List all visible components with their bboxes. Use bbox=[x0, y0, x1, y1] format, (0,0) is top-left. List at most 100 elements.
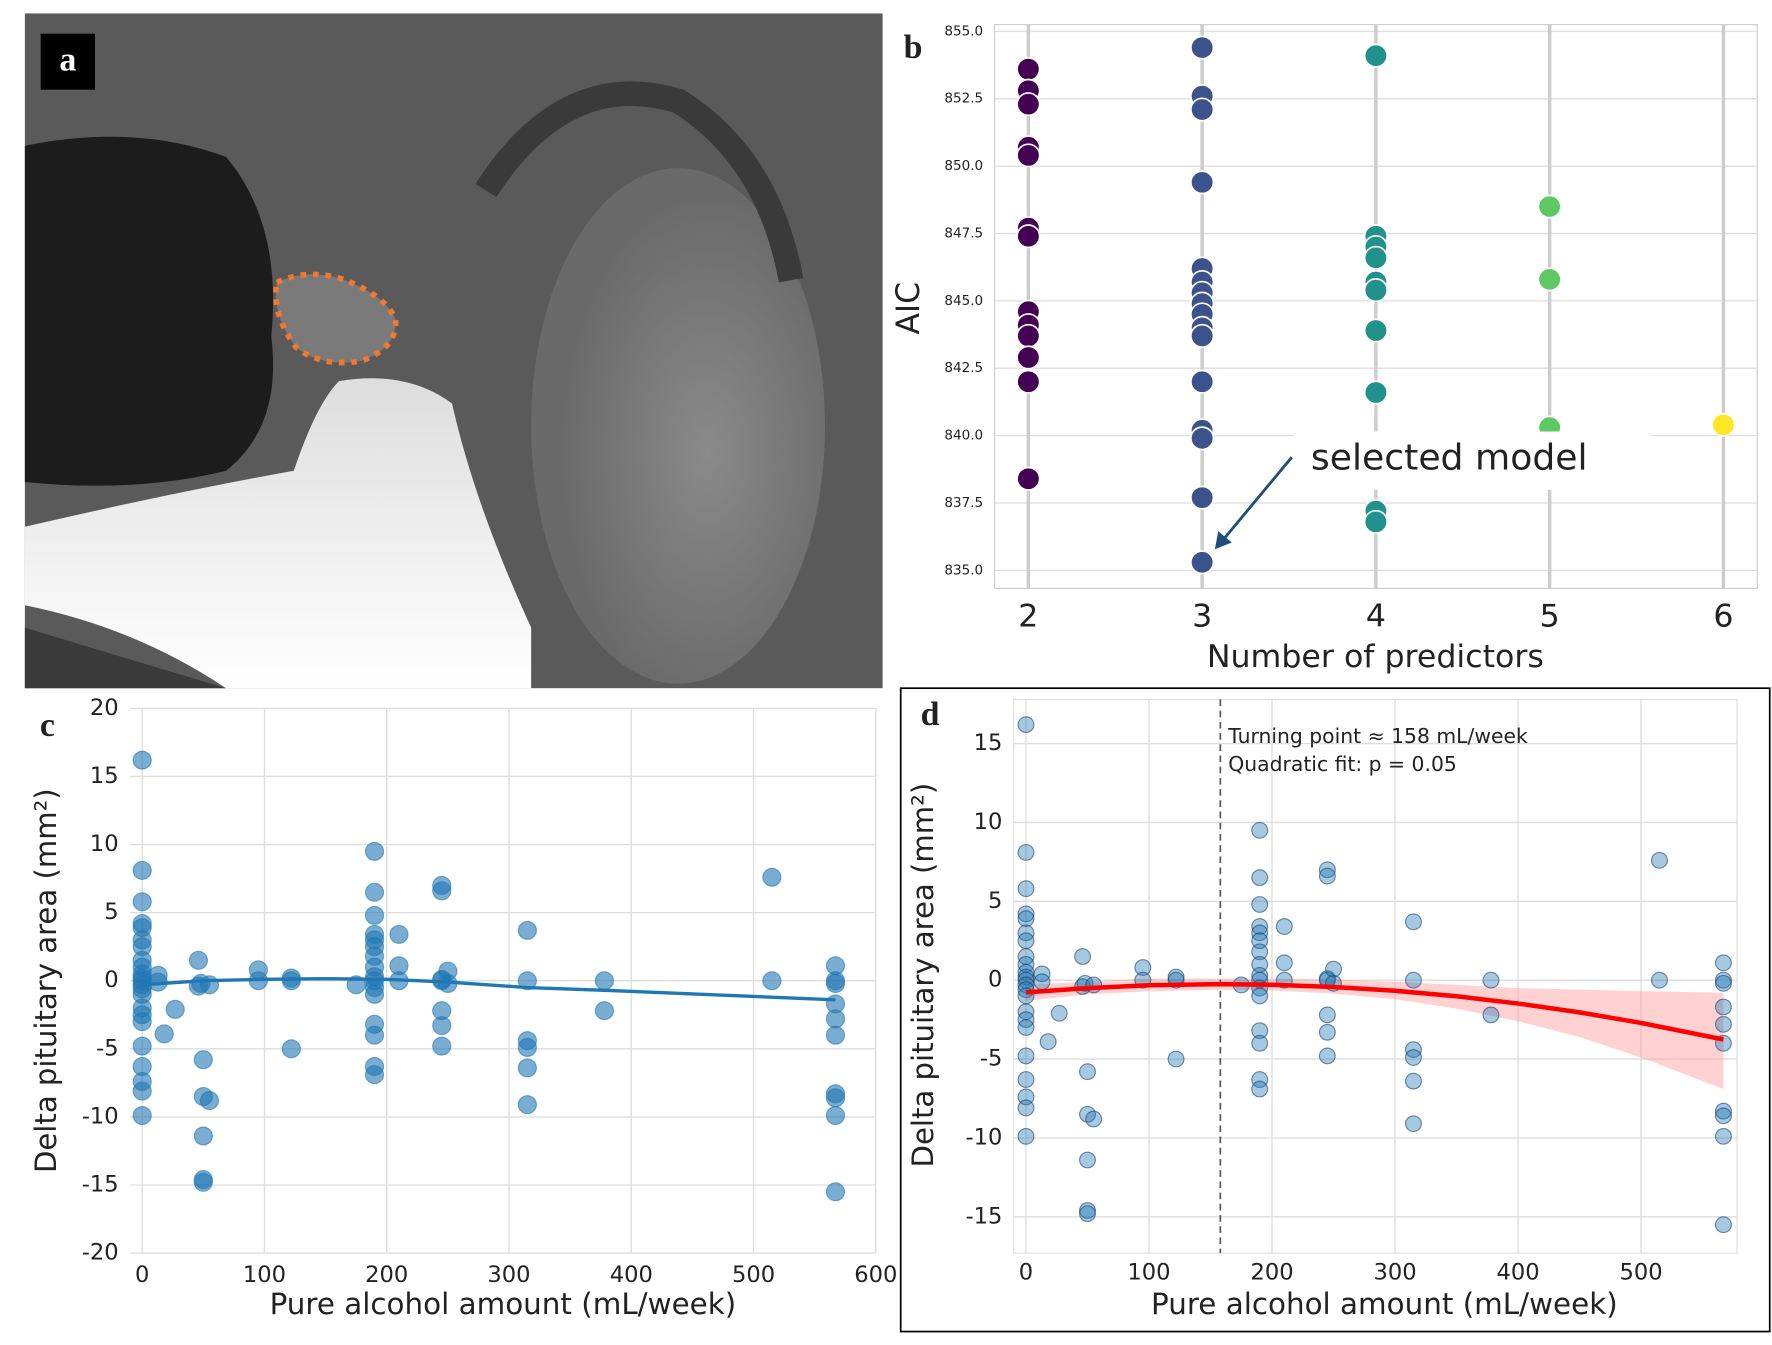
point bbox=[1016, 143, 1041, 168]
y-tick-label: -15 bbox=[965, 1203, 1002, 1229]
point bbox=[1039, 1033, 1057, 1051]
annotation-arrowhead bbox=[1214, 531, 1232, 550]
fit-line bbox=[1025, 981, 1724, 1042]
point bbox=[1714, 974, 1732, 992]
x-tick-label: 500 bbox=[1619, 1260, 1662, 1286]
point bbox=[1363, 43, 1389, 68]
point bbox=[1079, 1063, 1096, 1081]
trend-line bbox=[142, 977, 836, 1002]
confidence-band bbox=[1026, 978, 1724, 1090]
panel-d-border bbox=[899, 687, 1771, 1333]
point bbox=[1134, 959, 1152, 976]
point bbox=[1325, 960, 1342, 978]
mri-contour bbox=[475, 81, 804, 283]
point bbox=[1251, 1034, 1269, 1052]
point bbox=[594, 971, 614, 991]
point bbox=[1189, 426, 1215, 451]
x-tick-label: 300 bbox=[1373, 1260, 1416, 1286]
point bbox=[1714, 998, 1732, 1016]
point bbox=[825, 1088, 846, 1108]
y-axis-label: Delta pituitary area (mm²) bbox=[906, 783, 940, 1168]
point bbox=[1189, 369, 1215, 394]
point bbox=[1251, 918, 1269, 935]
point bbox=[1016, 323, 1041, 348]
point bbox=[364, 905, 385, 925]
y-tick-label: -5 bbox=[980, 1046, 1003, 1072]
point bbox=[1363, 380, 1389, 405]
point bbox=[1017, 905, 1035, 923]
point bbox=[825, 973, 846, 993]
panel: 835.0 837.5 840.0 842.5 845.0 847.5 850.0 852.5… bbox=[891, 23, 1758, 675]
point bbox=[364, 1025, 385, 1045]
point bbox=[1251, 821, 1269, 839]
y-tick-label: 20 bbox=[90, 695, 119, 721]
point bbox=[1714, 1107, 1732, 1125]
point bbox=[364, 882, 385, 902]
y-tick-label: -5 bbox=[96, 1035, 119, 1061]
annotation: selected model bbox=[1311, 438, 1588, 479]
panel-label: c bbox=[40, 707, 55, 744]
x-axis-label: Pure alcohol amount (mL/week) bbox=[270, 1287, 737, 1321]
point bbox=[517, 971, 537, 991]
panel-a: a bbox=[24, 13, 883, 689]
point bbox=[364, 841, 385, 861]
y-tick-label: -10 bbox=[82, 1103, 119, 1129]
point bbox=[1711, 412, 1736, 437]
point bbox=[1251, 1022, 1269, 1040]
point bbox=[193, 1172, 213, 1192]
point bbox=[1404, 1115, 1422, 1133]
point bbox=[1714, 1015, 1732, 1033]
point bbox=[762, 867, 782, 887]
point bbox=[1482, 971, 1500, 989]
point bbox=[762, 971, 782, 991]
point bbox=[432, 881, 452, 901]
point bbox=[1251, 987, 1269, 1005]
point bbox=[1251, 1071, 1269, 1088]
panel-label: a bbox=[59, 42, 76, 79]
point bbox=[1189, 170, 1215, 195]
pituitary-outline bbox=[273, 271, 399, 366]
point bbox=[825, 1009, 846, 1029]
x-tick-label: 4 bbox=[1366, 599, 1386, 635]
y-tick-label: -10 bbox=[965, 1124, 1002, 1150]
point bbox=[132, 750, 152, 770]
point bbox=[1251, 943, 1269, 961]
x-tick-label: 600 bbox=[854, 1262, 897, 1288]
point bbox=[1189, 97, 1215, 122]
point bbox=[1251, 896, 1269, 913]
point bbox=[1189, 323, 1215, 348]
mri-dark-region bbox=[24, 136, 274, 486]
point bbox=[1318, 867, 1336, 885]
point bbox=[364, 984, 385, 1004]
point bbox=[1017, 1099, 1035, 1117]
point bbox=[1085, 976, 1103, 994]
y-tick-label: 5 bbox=[104, 899, 118, 925]
x-tick-label: 2 bbox=[1018, 599, 1038, 635]
point bbox=[1079, 1151, 1096, 1169]
x-tick-label: 500 bbox=[732, 1262, 775, 1288]
annotation-arrow bbox=[1221, 456, 1293, 542]
x-tick-label: 0 bbox=[135, 1262, 149, 1288]
mri-bright-region bbox=[24, 378, 532, 689]
point bbox=[432, 1036, 452, 1056]
point bbox=[1016, 345, 1041, 370]
point bbox=[1016, 57, 1041, 82]
y-axis-label: Delta pituitary area (mm²) bbox=[29, 788, 63, 1173]
point bbox=[1650, 851, 1668, 869]
y-tick-label: 842.5 bbox=[944, 360, 983, 376]
point bbox=[193, 1126, 213, 1146]
point bbox=[1714, 1127, 1732, 1145]
x-tick-label: 100 bbox=[1127, 1260, 1170, 1286]
point bbox=[594, 1001, 614, 1021]
y-tick-label: -20 bbox=[82, 1240, 119, 1266]
point bbox=[1714, 1102, 1732, 1120]
point bbox=[1537, 267, 1562, 292]
point bbox=[432, 1016, 452, 1036]
point bbox=[1275, 954, 1293, 972]
point bbox=[1318, 1047, 1336, 1065]
x-axis-label: Pure alcohol amount (mL/week) bbox=[1151, 1287, 1618, 1321]
point bbox=[1167, 1050, 1185, 1068]
point bbox=[517, 1095, 537, 1115]
panel-label: b bbox=[904, 29, 923, 66]
